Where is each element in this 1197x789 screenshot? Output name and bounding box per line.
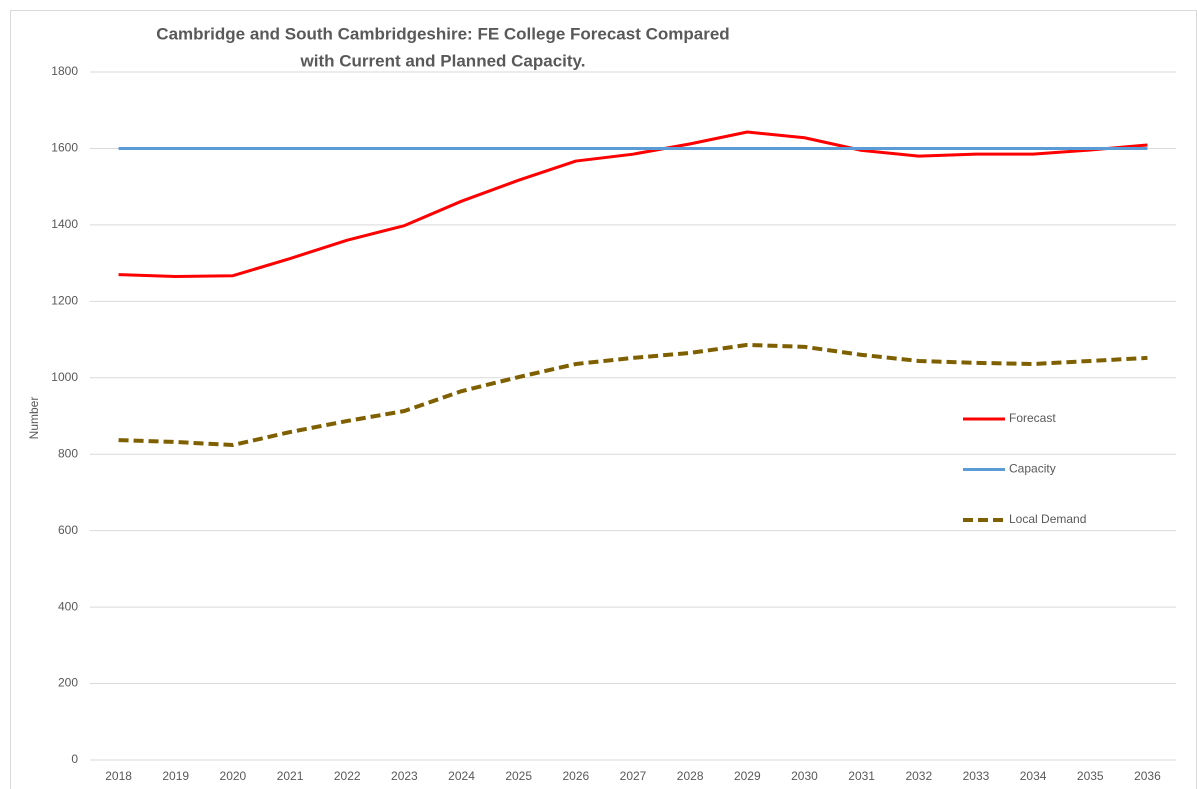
y-tick-label: 0 (71, 752, 78, 766)
y-tick-label: 1600 (51, 141, 78, 155)
x-tick-label: 2023 (391, 769, 418, 783)
x-tick-label: 2033 (963, 769, 990, 783)
y-tick-label: 1200 (51, 294, 78, 308)
x-tick-label: 2026 (562, 769, 589, 783)
x-tick-label: 2031 (848, 769, 875, 783)
y-tick-label: 1000 (51, 370, 78, 384)
x-tick-label: 2030 (791, 769, 818, 783)
x-tick-label: 2029 (734, 769, 761, 783)
legend-label: Capacity (1009, 462, 1056, 476)
x-tick-label: 2024 (448, 769, 475, 783)
x-tick-label: 2034 (1020, 769, 1047, 783)
x-tick-label: 2036 (1134, 769, 1161, 783)
x-tick-label: 2035 (1077, 769, 1104, 783)
x-tick-label: 2028 (677, 769, 704, 783)
chart-border (10, 10, 1197, 789)
x-tick-label: 2027 (620, 769, 647, 783)
chart-title: Cambridge and South Cambridgeshire: FE C… (156, 24, 729, 43)
line-series (118, 342, 1148, 448)
y-tick-label: 400 (58, 599, 78, 613)
x-tick-label: 2018 (105, 769, 132, 783)
x-tick-label: 2020 (220, 769, 247, 783)
y-tick-label: 1800 (51, 64, 78, 78)
y-tick-label: 600 (58, 523, 78, 537)
legend-label: Local Demand (1009, 512, 1086, 526)
legend-label: Forecast (1009, 411, 1056, 425)
x-tick-label: 2025 (505, 769, 532, 783)
line-series (118, 130, 1148, 278)
y-tick-label: 200 (58, 676, 78, 690)
x-tick-label: 2021 (277, 769, 304, 783)
x-tick-label: 2019 (162, 769, 189, 783)
x-tick-label: 2032 (905, 769, 932, 783)
y-tick-label: 1400 (51, 217, 78, 231)
x-tick-label: 2022 (334, 769, 361, 783)
y-axis-label: Number (27, 397, 41, 440)
y-tick-label: 800 (58, 446, 78, 460)
chart-title: with Current and Planned Capacity. (300, 51, 586, 70)
